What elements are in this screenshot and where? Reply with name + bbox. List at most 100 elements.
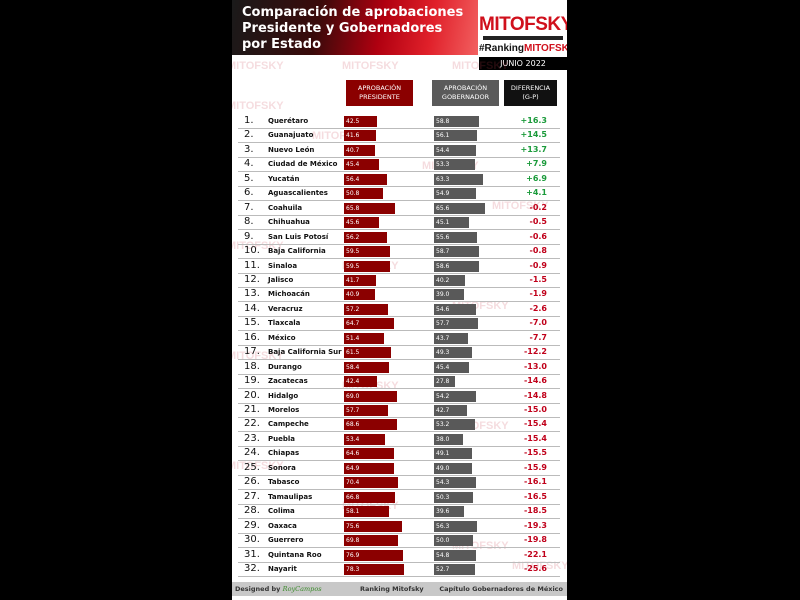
table-row: 24. Chiapas 64.6 49.1 -15.5 [238, 446, 560, 462]
state-name: Coahuila [268, 203, 303, 212]
state-name: Morelos [268, 406, 300, 414]
rank: 13. [244, 288, 260, 300]
governor-bar: 40.2 [434, 274, 465, 286]
state-name: Querétaro [268, 117, 309, 125]
rank: 28. [244, 505, 260, 517]
table-row: 26. Tabasco 70.4 54.3 -16.1 [238, 475, 560, 491]
table-row: 12. Jalisco 41.7 40.2 -1.5 [238, 273, 560, 288]
state-name: Baja California Sur [268, 348, 342, 357]
state-name: Puebla [268, 434, 295, 443]
governor-bar: 56.3 [434, 520, 478, 532]
president-bar: 59.5 [344, 246, 390, 258]
state-name: Nuevo León [268, 145, 315, 154]
footer: Designed by RoyCampos Ranking Mitofsky C… [232, 582, 567, 596]
rank: 7. [244, 201, 254, 213]
logo-text: MITOFSKY [479, 14, 567, 35]
table-row: 25. Sonora 64.9 49.0 -15.9 [238, 461, 560, 476]
table-row: 27. Tamaulipas 66.8 50.3 -16.5 [238, 490, 560, 505]
governor-bar: 39.0 [434, 289, 465, 301]
difference-value: -15.0 [523, 405, 547, 414]
difference-value: -15.5 [523, 448, 547, 458]
president-bar: 56.2 [344, 231, 388, 243]
rank: 15. [244, 317, 260, 329]
state-name: Guerrero [268, 536, 304, 545]
governor-bar: 58.7 [434, 246, 480, 258]
governor-bar: 65.6 [434, 202, 485, 214]
president-bar: 75.6 [344, 520, 403, 532]
logo-underline [483, 36, 563, 40]
rank: 18. [244, 360, 260, 372]
president-bar: 65.8 [344, 202, 395, 214]
state-name: Sinaloa [268, 261, 298, 270]
difference-value: +14.5 [520, 130, 547, 140]
watermark: MITOFSKY [232, 100, 284, 112]
difference-value: -15.4 [523, 419, 547, 429]
rank: 8. [244, 216, 254, 228]
rank: 22. [244, 418, 260, 430]
governor-bar: 50.3 [434, 491, 473, 503]
difference-value: -0.8 [529, 246, 548, 256]
difference-value: -25.6 [523, 563, 547, 573]
difference-value: +6.9 [526, 173, 547, 183]
president-bar: 41.7 [344, 274, 377, 286]
rank: 2. [244, 129, 254, 141]
table-row: 5. Yucatán 56.4 63.3 +6.9 [238, 172, 560, 187]
governor-bar: 54.6 [434, 303, 477, 315]
governor-bar: 43.7 [434, 332, 468, 344]
difference-value: -16.1 [523, 477, 547, 487]
title-banner: Comparación de aprobaciones Presidente y… [232, 0, 478, 55]
rank: 5. [244, 172, 254, 184]
rank: 31. [244, 548, 260, 560]
state-name: Campeche [268, 420, 309, 429]
state-name: Tabasco [268, 478, 300, 487]
rank: 27. [244, 490, 260, 502]
rank: 16. [244, 331, 260, 343]
governor-bar: 50.0 [434, 535, 473, 547]
difference-value: -12.2 [523, 347, 547, 357]
watermark: MITOFSKY [232, 460, 284, 472]
header-governor: APROBACIÓN GOBERNADOR [432, 80, 499, 106]
rank: 23. [244, 432, 260, 444]
state-name: Yucatán [268, 174, 300, 183]
table-row: 28. Colima 58.1 39.6 -18.5 [238, 504, 560, 520]
difference-value: -2.6 [529, 303, 548, 313]
state-name: Durango [268, 362, 302, 371]
watermark: MITOFSKY [342, 60, 399, 72]
governor-bar: 52.7 [434, 563, 475, 575]
difference-value: -19.8 [523, 535, 547, 545]
state-name: Zacatecas [268, 377, 308, 386]
state-name: Tlaxcala [268, 319, 301, 328]
table-row: 6. Aguascalientes 50.8 54.9 +4.1 [238, 186, 560, 202]
governor-bar: 49.1 [434, 448, 472, 460]
difference-value: -7.7 [529, 332, 548, 342]
rank: 14. [244, 302, 260, 314]
president-bar: 66.8 [344, 491, 396, 503]
mitofsky-logo: MITOFSKY #RankingMITOFSKY [479, 14, 567, 54]
table-row: 11. Sinaloa 59.5 58.6 -0.9 [238, 259, 560, 274]
president-bar: 50.8 [344, 188, 384, 200]
watermark: MITOFSKY [512, 560, 567, 572]
state-name: Sonora [268, 463, 296, 472]
president-bar: 51.4 [344, 332, 384, 344]
president-bar: 57.7 [344, 405, 389, 416]
rank: 17. [244, 346, 260, 358]
state-name: Oaxaca [268, 521, 297, 530]
president-bar: 45.4 [344, 159, 379, 171]
state-name: Nayarit [268, 564, 297, 573]
governor-bar: 54.9 [434, 188, 477, 200]
president-bar: 64.9 [344, 462, 394, 474]
difference-value: -7.0 [529, 318, 548, 328]
table-row: 23. Puebla 53.4 38.0 -15.4 [238, 432, 560, 447]
rank: 20. [244, 389, 260, 401]
header-difference: DIFERENCIA (G-P) [504, 80, 557, 106]
difference-value: -18.5 [523, 506, 547, 516]
state-name: Quintana Roo [268, 550, 322, 559]
rank: 11. [244, 259, 260, 271]
difference-value: -1.5 [529, 274, 548, 284]
table-row: 8. Chihuahua 45.6 45.1 -0.5 [238, 215, 560, 231]
governor-bar: 27.8 [434, 376, 456, 388]
governor-bar: 45.4 [434, 361, 469, 373]
governor-bar: 42.7 [434, 405, 467, 416]
president-bar: 53.4 [344, 433, 386, 445]
state-name: Tamaulipas [268, 492, 313, 501]
